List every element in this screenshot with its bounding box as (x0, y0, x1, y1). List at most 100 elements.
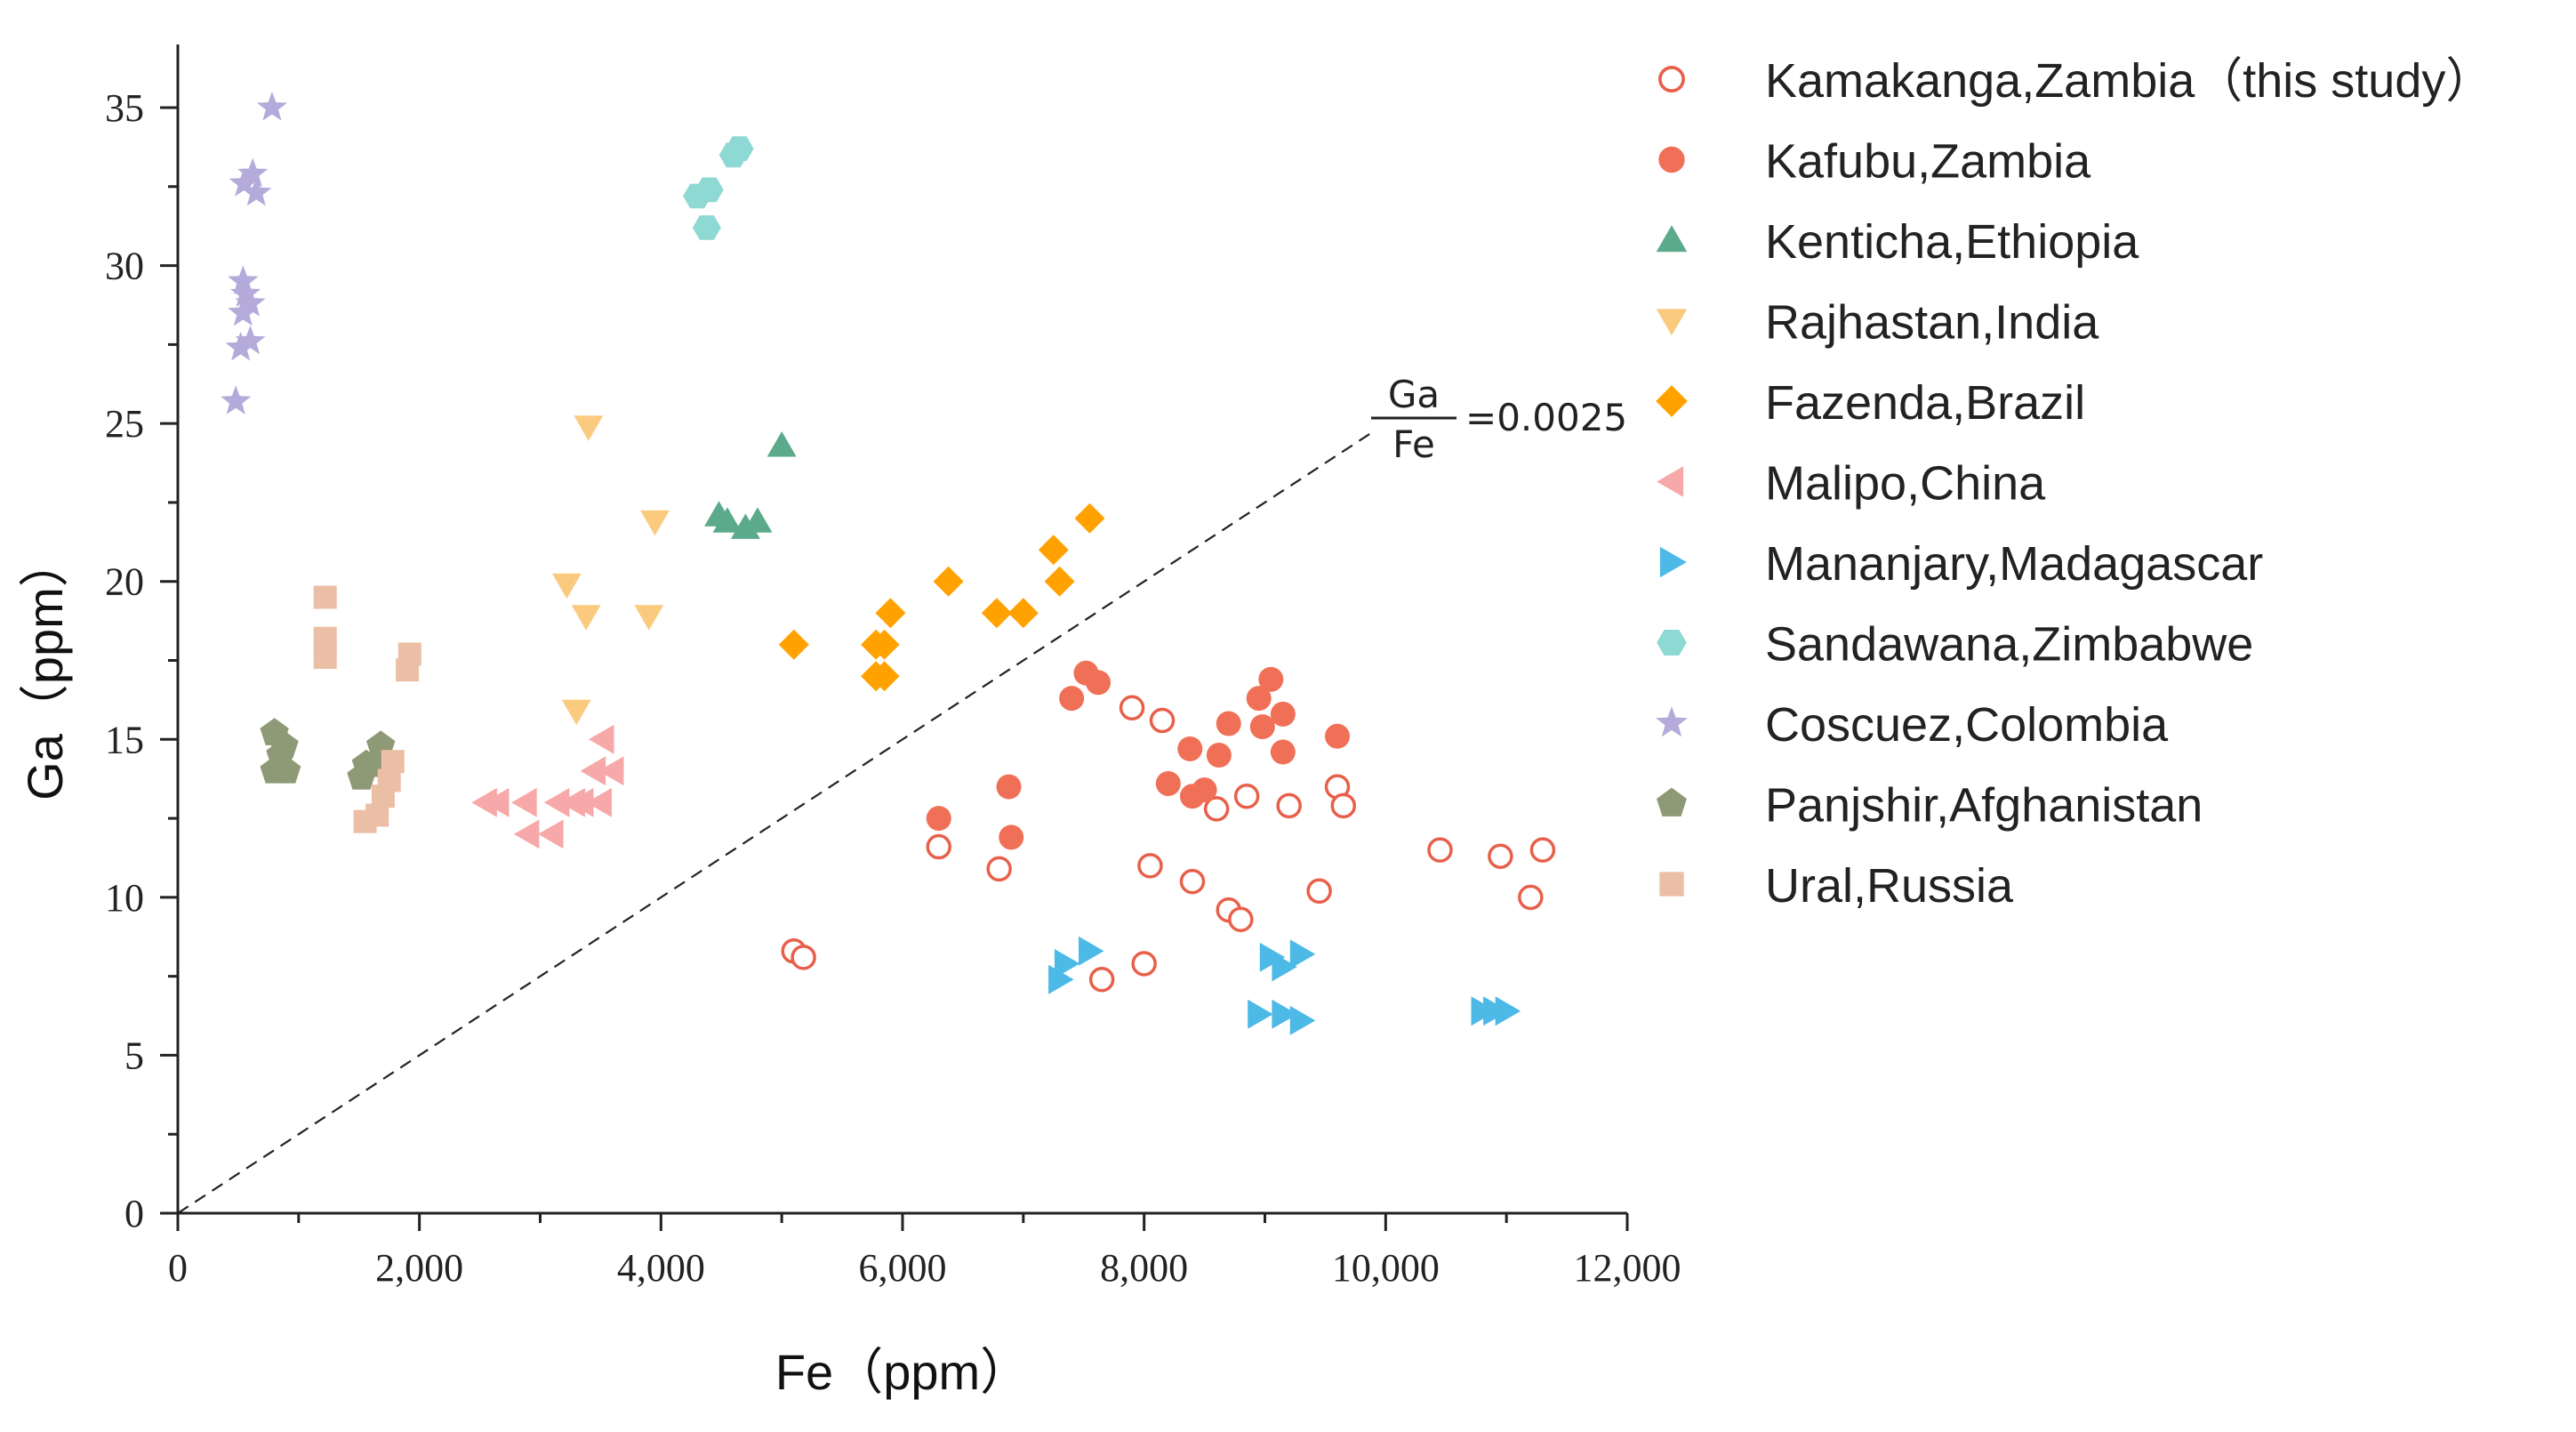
data-point (568, 787, 594, 817)
y-tick-label: 0 (124, 1192, 144, 1235)
data-point (513, 819, 540, 849)
data-point (766, 431, 797, 457)
legend-marker (1657, 630, 1687, 656)
data-point (1086, 670, 1111, 696)
y-axis-title: Ga（ppm） (17, 537, 73, 800)
legend-item: Sandawana,Zimbabwe (1657, 618, 2253, 672)
data-point (1246, 686, 1272, 712)
data-point (1325, 723, 1350, 749)
data-point (986, 856, 1012, 882)
legend-item: Ural,Russia (1659, 859, 2014, 913)
data-point (229, 278, 261, 308)
x-tick-label: 2,000 (375, 1246, 463, 1290)
data-point (869, 661, 900, 692)
data-point (1155, 771, 1181, 797)
data-point (1228, 906, 1254, 932)
data-points (221, 92, 1556, 1035)
data-point (1495, 996, 1521, 1026)
data-point (1216, 711, 1241, 736)
data-point (538, 819, 564, 849)
data-point (225, 331, 256, 361)
data-point (235, 287, 266, 317)
series-10 (313, 585, 421, 833)
series-3 (551, 415, 670, 726)
data-point (237, 157, 269, 188)
data-point (543, 787, 570, 817)
x-tick-label: 6,000 (859, 1246, 947, 1290)
y-tick-label: 30 (105, 245, 144, 288)
axes: 0 2,000 4,000 6,000 8,000 10,000 12,000 0 5 10 15 2… (17, 44, 1681, 1400)
data-point (1272, 952, 1297, 982)
ratio-denominator: Fe (1392, 422, 1435, 466)
data-point (241, 176, 272, 206)
data-point (926, 833, 951, 860)
data-point (1518, 884, 1544, 911)
data-point (1206, 743, 1232, 768)
data-point (1270, 701, 1296, 727)
data-point (1248, 999, 1273, 1029)
data-point (1249, 714, 1275, 740)
data-point (272, 755, 301, 784)
data-point (1131, 951, 1157, 977)
data-point (586, 787, 612, 817)
legend-marker (1658, 66, 1685, 93)
data-point (269, 730, 299, 759)
legend-label: Panjshir,Afghanistan (1765, 779, 2203, 833)
x-tick-label: 12,000 (1574, 1246, 1681, 1290)
legend-item: Malipo,China (1657, 457, 2046, 511)
data-point (1289, 939, 1316, 969)
legend-item: Kamakanga,Zambia（this study） (1658, 54, 2493, 108)
data-point (1177, 736, 1203, 761)
data-point (580, 756, 606, 786)
x-tick-label: 0 (168, 1246, 188, 1290)
data-point (397, 642, 421, 666)
series-5 (471, 724, 624, 849)
data-point (778, 629, 809, 660)
data-point (1529, 837, 1556, 863)
data-point (589, 724, 614, 754)
data-point (1330, 792, 1357, 819)
data-point (1044, 566, 1075, 597)
reference-line: Ga Fe =0.0025 (177, 373, 1627, 1214)
y-tick-label: 20 (105, 560, 144, 604)
data-point (875, 598, 906, 629)
legend-label: Sandawana,Zimbabwe (1765, 618, 2253, 672)
x-axis-title: Fe（ppm） (775, 1344, 1030, 1400)
data-point (1203, 796, 1230, 822)
legend-item: Mananjary,Madagascar (1659, 537, 2263, 591)
legend-marker (1657, 787, 1687, 817)
data-point (1007, 598, 1039, 629)
data-point (1079, 936, 1104, 966)
data-point (742, 507, 773, 533)
data-point (933, 566, 964, 597)
data-point (229, 167, 260, 197)
data-point (1054, 949, 1080, 978)
data-point (1119, 695, 1145, 721)
legend-label: Kafubu,Zambia (1765, 135, 2091, 189)
data-point (313, 645, 337, 669)
data-point (1258, 666, 1284, 692)
data-point (228, 265, 259, 294)
legend-marker (1656, 309, 1688, 336)
data-point (551, 573, 582, 599)
legend-item: Panjshir,Afghanistan (1657, 779, 2203, 833)
legend: Kamakanga,Zambia（this study） Kafubu,Zambi… (1656, 54, 2493, 913)
data-point (1038, 535, 1069, 566)
data-point (598, 756, 624, 786)
data-point (381, 750, 405, 774)
data-point (640, 510, 670, 536)
data-point (1074, 503, 1105, 534)
data-point (999, 825, 1024, 850)
series-2 (704, 431, 797, 539)
legend-item: Rajhastan,India (1656, 296, 2099, 350)
x-tick-label: 10,000 (1332, 1246, 1440, 1290)
legend-marker (1656, 385, 1688, 417)
data-point (981, 598, 1012, 629)
legend-label: Kamakanga,Zambia（this study） (1765, 54, 2493, 108)
data-point (1137, 853, 1163, 879)
data-point (996, 774, 1022, 800)
legend-marker (1656, 225, 1688, 253)
ratio-line (177, 430, 1375, 1214)
y-tick-label: 35 (105, 86, 144, 130)
